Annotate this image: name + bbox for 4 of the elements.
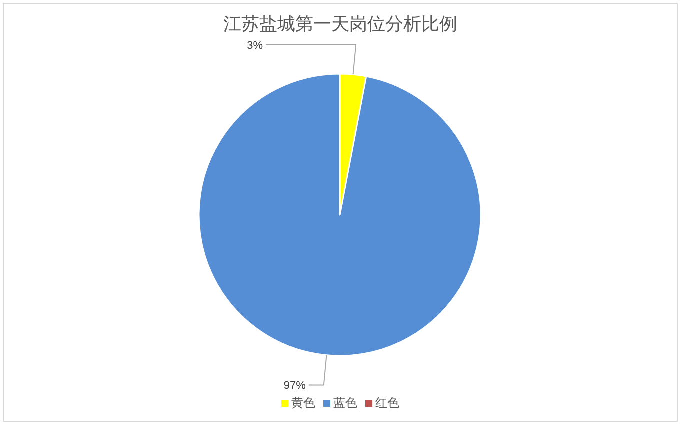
title: 江苏盐城第一天岗位分析比例 — [224, 14, 458, 34]
legend-label: 黄色 — [292, 396, 316, 410]
legend-label: 红色 — [376, 396, 400, 410]
legend-label: 蓝色 — [334, 396, 358, 410]
